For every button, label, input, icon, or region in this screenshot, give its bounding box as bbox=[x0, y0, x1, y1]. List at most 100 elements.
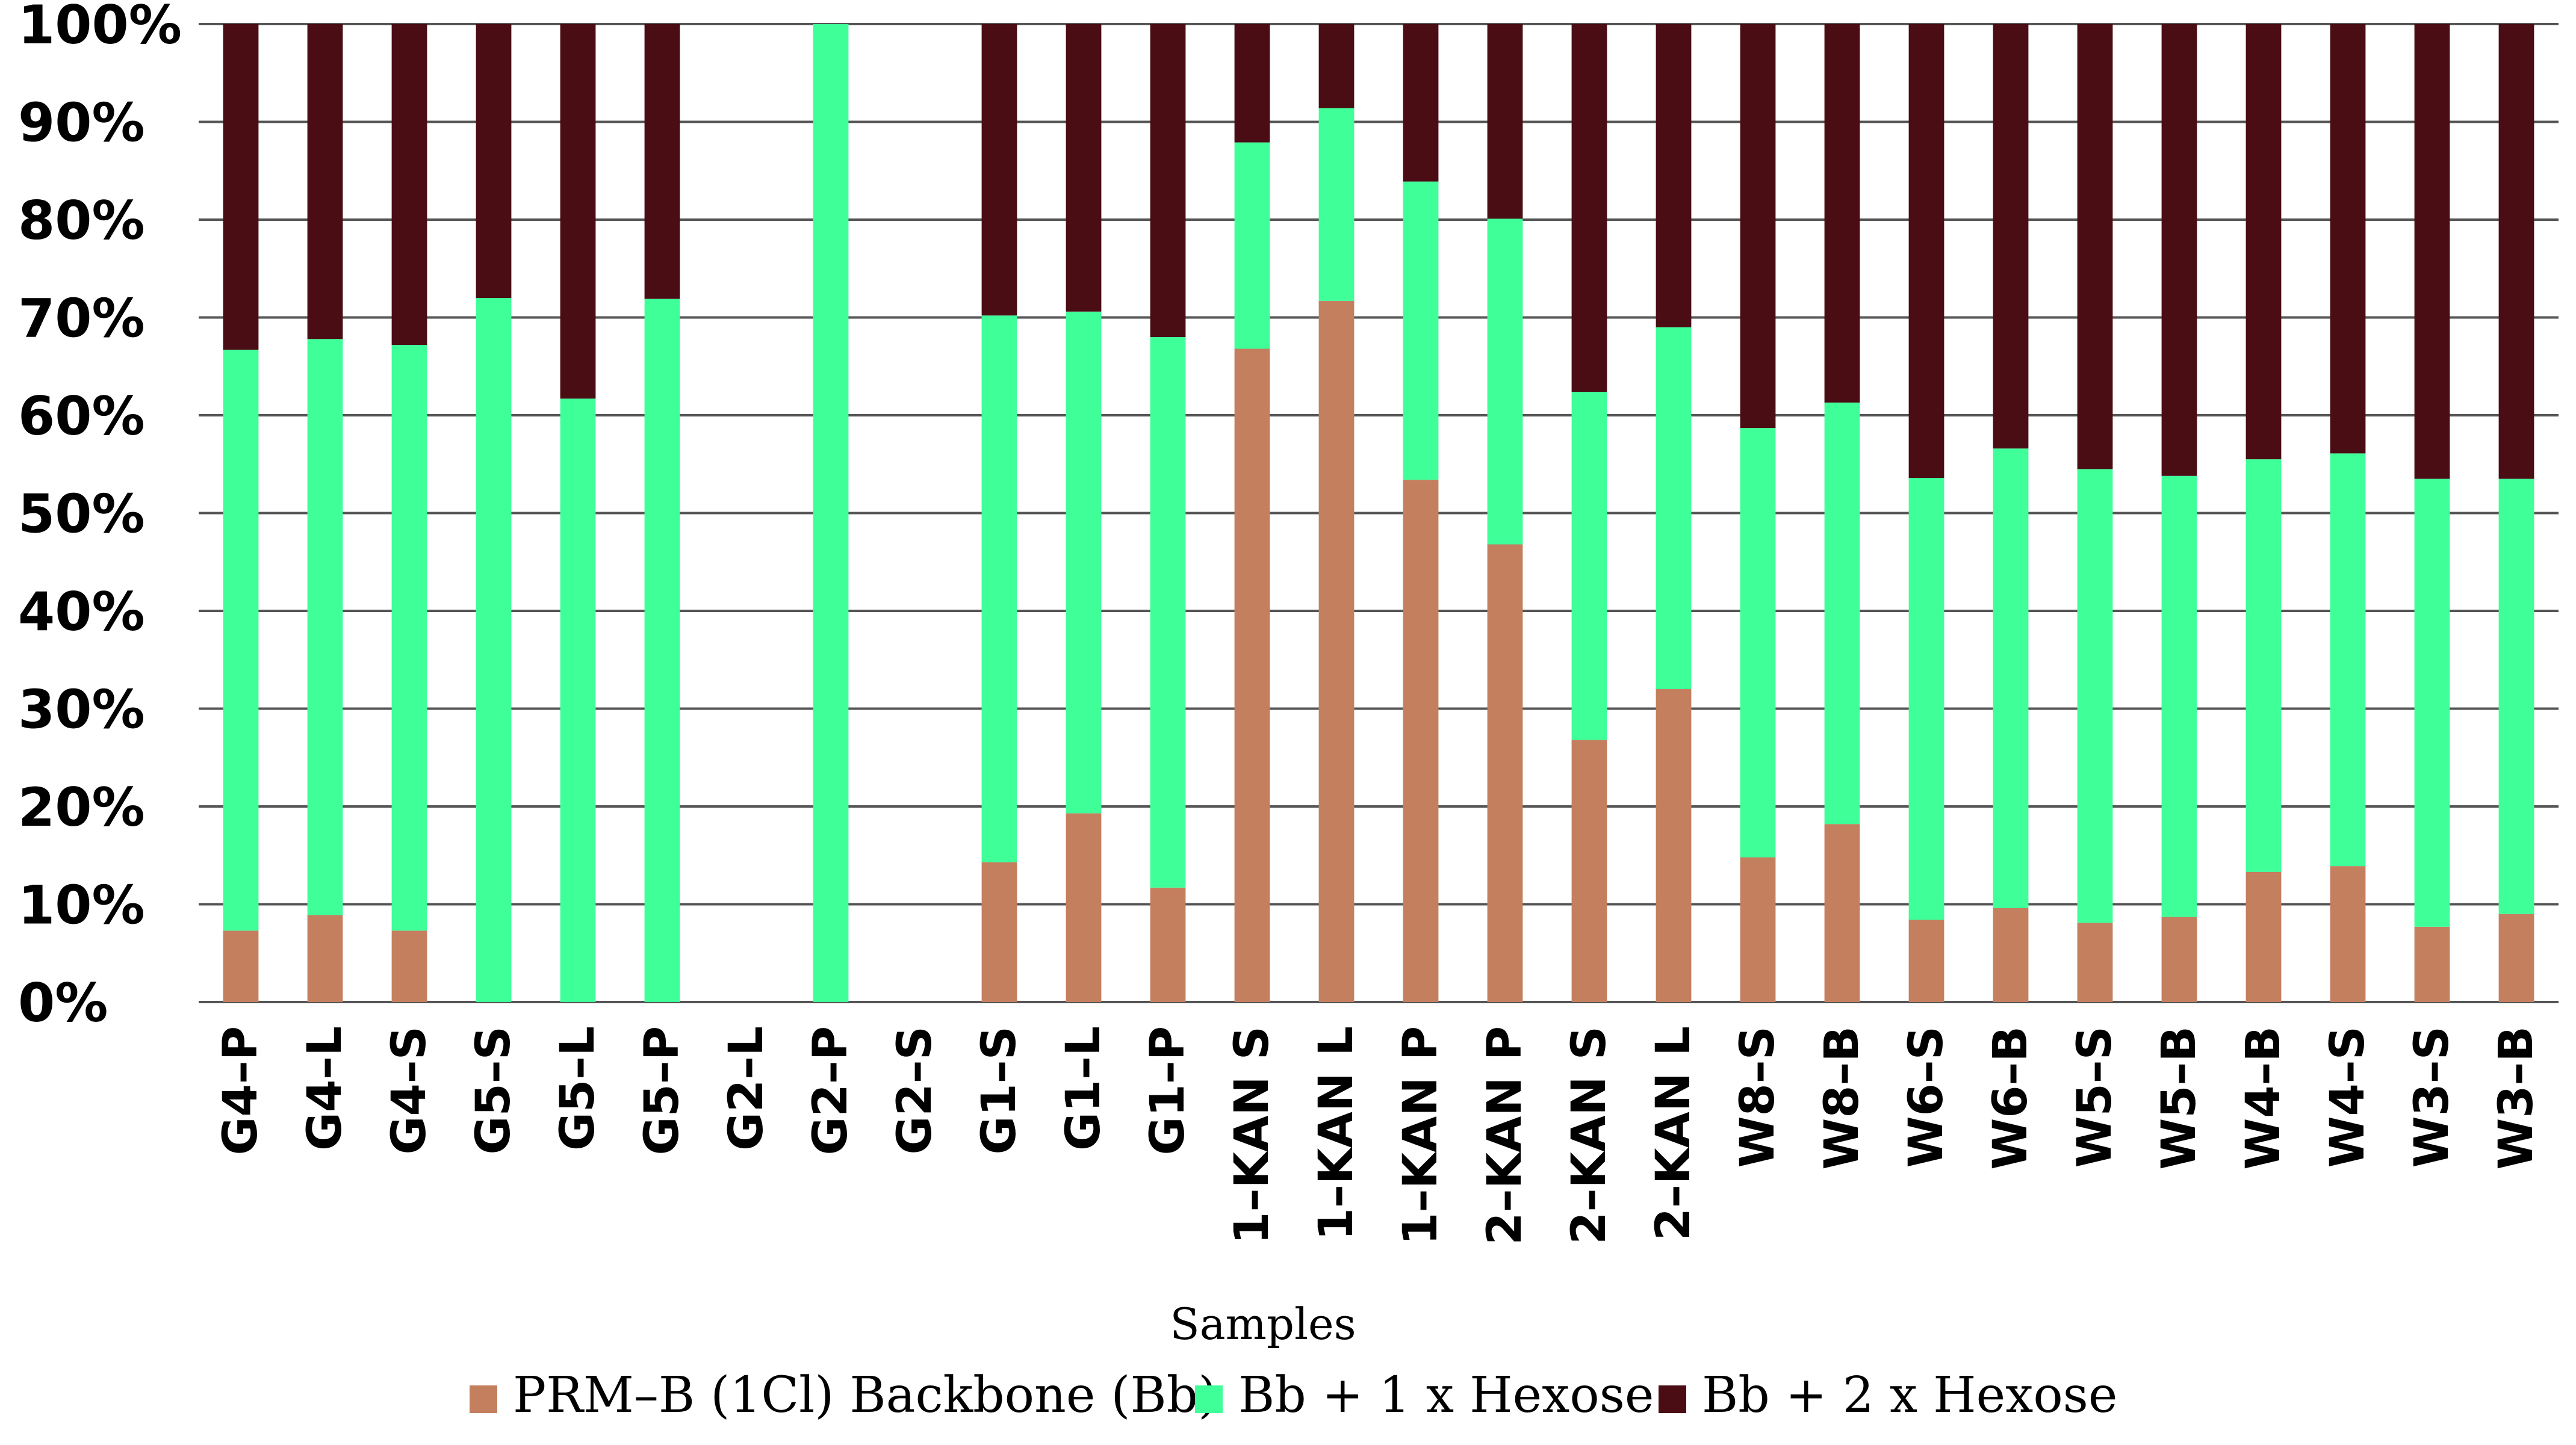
bar-segment-s0-27 bbox=[2498, 914, 2534, 1002]
bar-segment-s1-5 bbox=[644, 299, 680, 1002]
bar-segment-s1-12 bbox=[1234, 142, 1270, 349]
legend-label-2: Bb + 2 x Hexose bbox=[1702, 1367, 2117, 1424]
x-axis-title: Samples bbox=[1170, 1299, 1356, 1349]
bar-segment-s0-11 bbox=[1150, 887, 1186, 1002]
bar-segment-s2-10 bbox=[1066, 24, 1102, 312]
bar-segment-s2-27 bbox=[2498, 24, 2534, 479]
bar-segment-s0-12 bbox=[1234, 348, 1270, 1002]
y-tick-label: 60% bbox=[18, 385, 145, 447]
bar-segment-s1-20 bbox=[1908, 478, 1944, 920]
x-tick-labels: G4–P G4–L G4–S G5–S G5–L G5–P G2–L G2–P G2–S G1–S… bbox=[214, 1026, 2543, 1245]
bar-segment-s0-19 bbox=[1824, 824, 1860, 1002]
x-tick-label: G4–L bbox=[298, 1026, 352, 1151]
bar-segment-s1-27 bbox=[2498, 478, 2534, 914]
bar-segment-s1-13 bbox=[1318, 108, 1355, 301]
bar-segment-s1-23 bbox=[2161, 475, 2197, 917]
y-tick-labels: 0% 10% 20% 30% 40% 50% 60% 70% 80% 90% 100% bbox=[18, 0, 182, 1034]
bar-segment-s0-20 bbox=[1908, 920, 1944, 1002]
bar-segment-s1-25 bbox=[2330, 453, 2366, 867]
x-tick-label: W4–S bbox=[2321, 1026, 2375, 1168]
y-tick-label: 20% bbox=[18, 776, 145, 838]
bar-segment-s0-9 bbox=[981, 862, 1017, 1002]
legend-swatch-1 bbox=[1195, 1385, 1223, 1413]
x-tick-label: G1–L bbox=[1057, 1026, 1111, 1151]
bar-segment-s2-5 bbox=[644, 24, 680, 299]
x-tick-label: W5–B bbox=[2152, 1026, 2206, 1170]
bar-segment-s0-16 bbox=[1571, 740, 1607, 1002]
bar-segment-s2-22 bbox=[2077, 24, 2113, 469]
bar-segment-s0-26 bbox=[2414, 926, 2450, 1002]
x-tick-label: W8–B bbox=[1815, 1026, 1869, 1170]
x-tick-label: G2–L bbox=[719, 1026, 774, 1151]
legend-label-1: Bb + 1 x Hexose bbox=[1238, 1367, 1654, 1424]
bar-segment-s2-1 bbox=[307, 24, 343, 339]
x-tick-label: G5–P bbox=[635, 1026, 689, 1155]
bar-segment-s1-22 bbox=[2077, 469, 2113, 923]
bar-segment-s0-15 bbox=[1487, 544, 1523, 1002]
x-tick-label: G4–P bbox=[214, 1026, 268, 1155]
x-tick-label: 1–KAN P bbox=[1394, 1026, 1448, 1245]
bar-segment-s2-20 bbox=[1908, 24, 1944, 478]
bar-segment-s2-16 bbox=[1571, 24, 1607, 392]
bar-segment-s2-9 bbox=[981, 24, 1017, 316]
x-tick-label: W8–S bbox=[1731, 1026, 1785, 1168]
bar-segment-s2-13 bbox=[1318, 24, 1355, 108]
bar-segment-s0-17 bbox=[1656, 689, 1692, 1002]
x-tick-label: W3–B bbox=[2489, 1026, 2543, 1170]
bar-segment-s1-24 bbox=[2245, 459, 2282, 872]
bar-segment-s0-21 bbox=[1993, 908, 2029, 1002]
bar-segment-s2-11 bbox=[1150, 24, 1186, 337]
legend-swatch-0 bbox=[470, 1385, 497, 1413]
bar-segment-s0-14 bbox=[1403, 480, 1439, 1002]
bar-segment-s0-1 bbox=[307, 915, 343, 1002]
bar-segment-s2-18 bbox=[1740, 24, 1776, 429]
bar-segment-s1-9 bbox=[981, 315, 1017, 862]
x-tick-label: W6–B bbox=[1984, 1026, 2038, 1170]
bar-segment-s2-12 bbox=[1234, 24, 1270, 143]
legend-swatch-2 bbox=[1659, 1385, 1686, 1413]
x-tick-label: G1–P bbox=[1141, 1026, 1195, 1155]
y-tick-label: 70% bbox=[18, 288, 145, 350]
x-tick-label: G4–S bbox=[382, 1026, 436, 1154]
x-tick-label: G5–L bbox=[551, 1026, 605, 1151]
x-tick-label: G2–P bbox=[804, 1026, 858, 1155]
bar-segment-s2-2 bbox=[391, 24, 427, 345]
bar-segment-s0-0 bbox=[223, 930, 259, 1002]
y-tick-label: 0% bbox=[18, 972, 108, 1034]
x-tick-label: 1–KAN L bbox=[1309, 1026, 1364, 1240]
bar-segment-s1-16 bbox=[1571, 392, 1607, 740]
bar-segment-s0-2 bbox=[391, 930, 427, 1002]
y-tick-label: 30% bbox=[18, 679, 145, 741]
bar-segment-s1-21 bbox=[1993, 448, 2029, 908]
bar-segment-s1-11 bbox=[1150, 337, 1186, 888]
bar-segment-s0-23 bbox=[2161, 917, 2197, 1002]
bar-segment-s2-25 bbox=[2330, 24, 2366, 454]
bar-segment-s2-14 bbox=[1403, 24, 1439, 182]
y-tick-label: 80% bbox=[18, 190, 145, 252]
bar-segment-s1-19 bbox=[1824, 402, 1860, 825]
legend-label-0: PRM–B (1Cl) Backbone (Bb) bbox=[513, 1367, 1217, 1424]
x-tick-label: W4–B bbox=[2236, 1026, 2291, 1170]
y-tick-label: 100% bbox=[18, 0, 182, 56]
x-tick-label: 2–KAN P bbox=[1478, 1026, 1532, 1245]
bar-segment-s0-18 bbox=[1740, 857, 1776, 1002]
x-tick-label: G1–S bbox=[972, 1026, 1026, 1154]
bar-segment-s2-26 bbox=[2414, 24, 2450, 479]
bar-segment-s0-22 bbox=[2077, 923, 2113, 1002]
bar-segment-s1-10 bbox=[1066, 311, 1102, 814]
x-tick-label: 2–KAN S bbox=[1562, 1026, 1616, 1245]
bar-segment-s2-23 bbox=[2161, 24, 2197, 476]
y-tick-label: 40% bbox=[18, 581, 145, 643]
bar-segment-s2-17 bbox=[1656, 24, 1692, 327]
bars-layer bbox=[223, 24, 2534, 1002]
y-tick-label: 50% bbox=[18, 483, 145, 545]
x-tick-label: G2–S bbox=[888, 1026, 942, 1154]
bar-segment-s1-7 bbox=[813, 24, 849, 1002]
legend: PRM–B (1Cl) Backbone (Bb) Bb + 1 x Hexose… bbox=[470, 1367, 2117, 1424]
y-tick-label: 10% bbox=[18, 874, 145, 936]
bar-segment-s0-13 bbox=[1318, 300, 1355, 1002]
bar-segment-s2-24 bbox=[2245, 24, 2282, 460]
grid-layer bbox=[199, 23, 2559, 1003]
